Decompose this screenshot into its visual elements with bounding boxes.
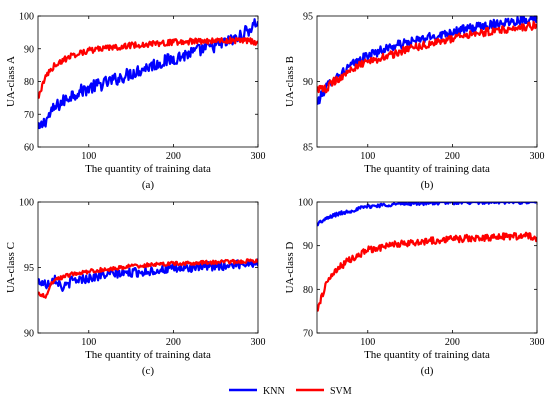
x-tick-label: 300 xyxy=(530,151,545,162)
legend-label-knn: KNN xyxy=(263,386,285,397)
y-tick-label: 60 xyxy=(24,143,34,154)
x-axis-title: The quantity of training data xyxy=(364,163,490,175)
x-tick-label: 300 xyxy=(251,151,266,162)
y-axis-title: UA-class A xyxy=(5,56,17,107)
panel-caption: (b) xyxy=(421,179,434,191)
x-tick-label: 200 xyxy=(166,151,181,162)
x-axis-title: The quantity of training data xyxy=(85,163,211,175)
series-line-knn xyxy=(38,258,258,292)
series-line-knn xyxy=(317,16,537,105)
x-axis-title: The quantity of training data xyxy=(85,349,211,361)
y-tick-label: 95 xyxy=(303,12,313,23)
x-tick-label: 200 xyxy=(166,337,181,348)
y-tick-label: 80 xyxy=(303,285,313,296)
y-tick-label: 70 xyxy=(24,110,34,121)
y-axis-title: UA-class B xyxy=(284,56,296,107)
legend: KNN SVM xyxy=(229,386,352,397)
panel-caption: (c) xyxy=(142,365,155,377)
x-tick-label: 100 xyxy=(360,151,375,162)
y-axis-title: UA-class D xyxy=(284,242,296,294)
legend-label-svm: SVM xyxy=(330,386,352,397)
y-tick-label: 100 xyxy=(298,198,313,209)
y-tick-label: 90 xyxy=(303,241,313,252)
chart-panel-b: 100 200 300 85 90 95 The quantity of training … xyxy=(284,12,545,192)
x-tick-label: 100 xyxy=(81,151,96,162)
x-tick-label: 300 xyxy=(530,337,545,348)
panel-caption: (a) xyxy=(142,179,155,191)
y-tick-label: 100 xyxy=(19,198,34,209)
series-line-svm xyxy=(317,231,537,312)
series-line-svm xyxy=(38,258,258,299)
y-tick-label: 95 xyxy=(24,263,34,274)
plot-frame xyxy=(316,201,538,334)
y-tick-label: 100 xyxy=(19,12,34,23)
series-line-knn xyxy=(38,18,258,130)
x-tick-label: 200 xyxy=(445,337,460,348)
y-tick-label: 85 xyxy=(303,143,313,154)
y-tick-label: 70 xyxy=(303,329,313,340)
y-tick-label: 90 xyxy=(24,44,34,55)
x-axis-title: The quantity of training data xyxy=(364,349,490,361)
series-line-svm xyxy=(38,36,258,99)
panel-caption: (d) xyxy=(421,365,434,377)
plot-frame xyxy=(37,15,259,148)
y-tick-label: 90 xyxy=(303,77,313,88)
series-line-svm xyxy=(317,20,537,94)
x-tick-label: 300 xyxy=(251,337,266,348)
x-tick-label: 200 xyxy=(445,151,460,162)
y-axis-title: UA-class C xyxy=(5,242,17,293)
y-tick-label: 80 xyxy=(24,77,34,88)
y-tick-label: 90 xyxy=(24,329,34,340)
series-line-knn xyxy=(317,202,537,227)
x-tick-label: 100 xyxy=(81,337,96,348)
x-tick-label: 100 xyxy=(360,337,375,348)
